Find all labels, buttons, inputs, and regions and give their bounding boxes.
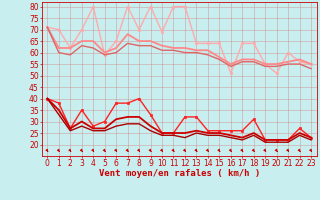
X-axis label: Vent moyen/en rafales ( km/h ): Vent moyen/en rafales ( km/h ) (99, 169, 260, 178)
